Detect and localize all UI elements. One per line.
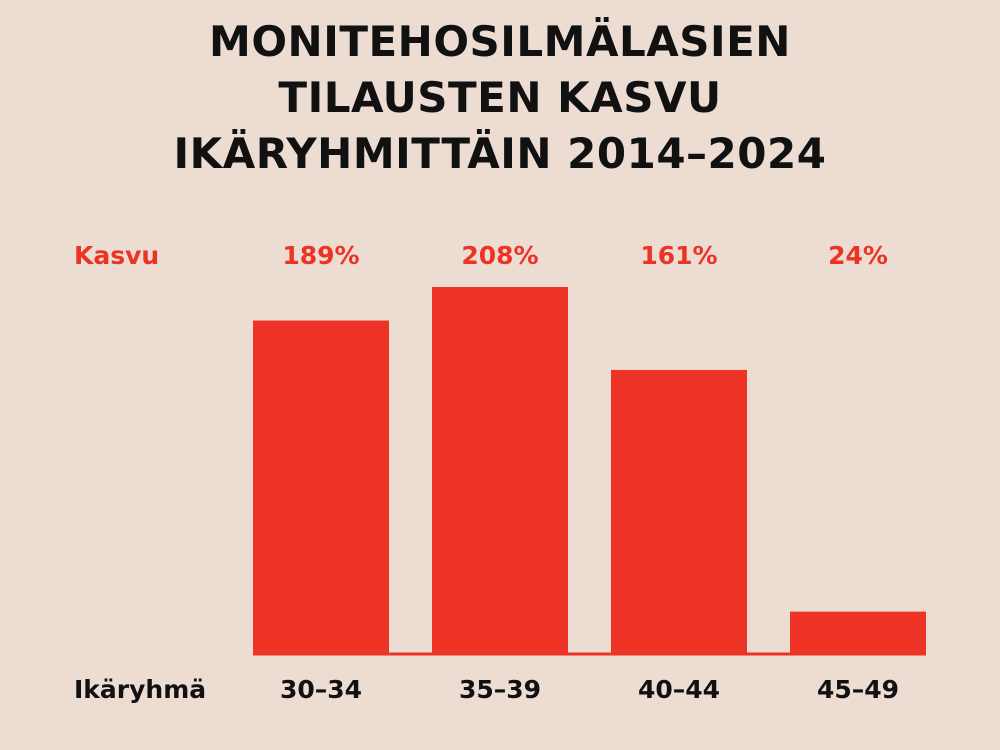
category-labels-group: 30–34 35–39 40–44 45–49 <box>280 675 899 704</box>
value-label: 189% <box>282 241 359 270</box>
title-line: IKÄRYHMITTÄIN 2014–2024 <box>173 129 827 178</box>
category-label: 30–34 <box>280 675 362 704</box>
category-label: 45–49 <box>817 675 899 704</box>
category-label: 35–39 <box>459 675 541 704</box>
bar-30–34 <box>253 320 389 654</box>
bar-40–44 <box>611 369 747 654</box>
category-label: 40–44 <box>638 675 720 704</box>
bars-group <box>253 287 926 654</box>
title-line: MONITEHOSILMÄLASIEN <box>209 17 791 66</box>
title-line: TILAUSTEN KASVU <box>278 73 722 122</box>
bar-45–49 <box>790 611 926 654</box>
chart-title: MONITEHOSILMÄLASIEN TILAUSTEN KASVU IKÄR… <box>0 14 1000 182</box>
value-labels-group: 189% 208% 161% 24% <box>282 241 888 270</box>
category-row-label: Ikäryhmä <box>74 675 206 704</box>
bar-35–39 <box>432 287 568 654</box>
value-label: 24% <box>828 241 888 270</box>
value-row-label: Kasvu <box>74 241 159 270</box>
value-label: 208% <box>461 241 538 270</box>
value-label: 161% <box>640 241 717 270</box>
